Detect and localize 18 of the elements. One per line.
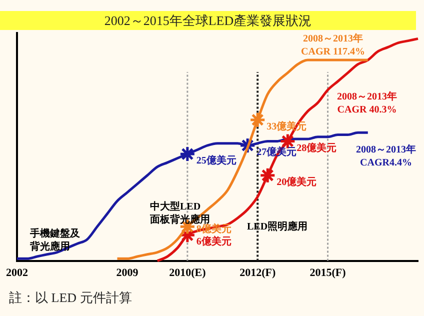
text: 註：以 LED 元件計算 [9,289,132,307]
data-label: 28億美元 [296,142,337,154]
annotation: 2008～2013年 CAGR 40.3% [337,90,397,116]
x-tick-label: 2009 [116,267,139,280]
point [249,112,266,128]
data-label: 6億美元 [196,236,232,248]
x-tick-label: 2010(E) [169,267,206,280]
annotation: 2008～2013年 CAGR4.4% [356,144,416,169]
data-label: 20億美元 [276,176,317,188]
point [179,146,196,162]
point [259,167,276,184]
annotation: LED照明應用 [247,220,308,233]
data-label: 25億美元 [196,154,236,167]
annotation: 2008～2013年 CAGR 117.4% [301,32,365,58]
x-tick-label: 2015(F) [310,267,346,280]
chart-title: 2002～2015年全球LED產業發展狀況 [0,11,416,30]
x-tick-label: 2012(F) [240,267,276,280]
x-tick-label: 2002 [6,267,28,280]
